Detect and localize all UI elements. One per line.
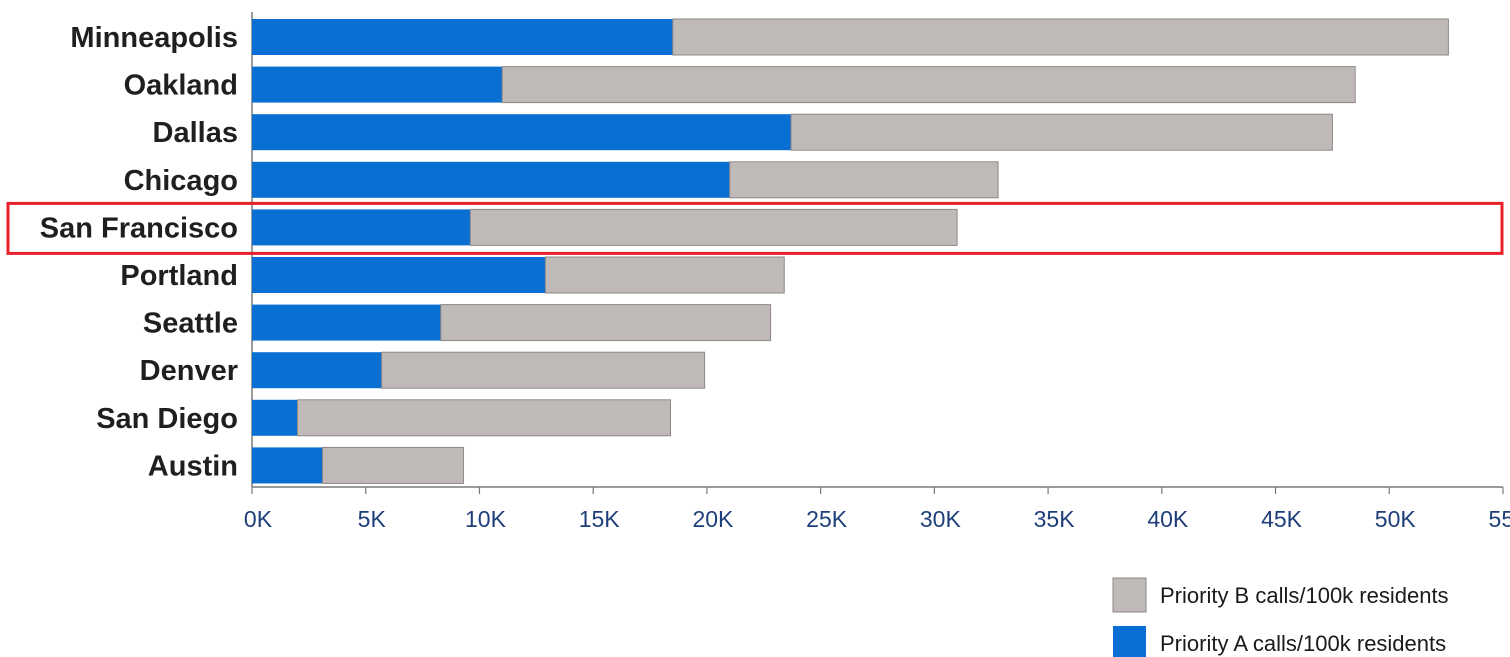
bar-denver-priority-a	[252, 352, 382, 389]
category-label-dallas: Dallas	[153, 117, 238, 149]
category-label-seattle: Seattle	[143, 308, 238, 340]
category-label-oakland: Oakland	[124, 70, 238, 102]
bar-dallas-priority-b	[790, 113, 1333, 151]
category-label-portland: Portland	[120, 260, 238, 292]
category-label-chicago: Chicago	[124, 165, 238, 197]
legend-swatch-priority-a	[1113, 626, 1146, 657]
x-tick-label: 40K	[1147, 506, 1189, 532]
bar-oakland-priority-b	[501, 66, 1356, 104]
x-tick-label: 5K	[358, 506, 387, 532]
x-tick-label: 10K	[465, 506, 507, 532]
bar-seattle-priority-b	[440, 304, 772, 342]
bar-san-diego-priority-b	[296, 399, 672, 437]
bar-minneapolis-priority-b	[672, 18, 1449, 56]
category-label-san-francisco: San Francisco	[40, 212, 238, 244]
x-tick-label: 30K	[920, 506, 962, 532]
bar-oakland-priority-a	[252, 66, 503, 103]
category-label-san-diego: San Diego	[96, 403, 238, 435]
category-labels: Minneapolis Oakland Dallas Chicago San Franc…	[40, 22, 238, 482]
x-tick-label: 15K	[579, 506, 621, 532]
bar-san-diego-priority-a	[252, 399, 298, 436]
highlight-box	[6, 201, 1504, 255]
x-tick-label: 20K	[692, 506, 734, 532]
x-tick-label: 35K	[1034, 506, 1076, 532]
x-tick-label: 0K	[244, 506, 273, 532]
category-label-austin: Austin	[148, 450, 238, 482]
bar-chicago-priority-b	[729, 161, 999, 199]
bar-denver-priority-b	[381, 351, 706, 389]
bar-austin-priority-a	[252, 447, 323, 484]
bar-san-francisco-priority-a	[252, 209, 471, 246]
legend-swatch-priority-b	[1112, 577, 1147, 613]
x-tick-label: 45K	[1261, 506, 1303, 532]
category-label-denver: Denver	[140, 355, 238, 387]
legend: Priority B calls/100k residents Priority …	[1112, 577, 1449, 657]
x-axis-ticks: 0K 5K 10K 15K 20K 25K 30K 35K 40K 45K 50K 55K	[244, 487, 1510, 532]
bar-portland-priority-a	[252, 257, 546, 293]
category-label-minneapolis: Minneapolis	[70, 22, 238, 54]
legend-label-priority-a: Priority A calls/100k residents	[1160, 631, 1446, 656]
bar-dallas-priority-a	[252, 114, 792, 151]
bar-san-francisco-priority-b	[469, 208, 958, 246]
bar-chicago-priority-a	[252, 161, 730, 198]
legend-label-priority-b: Priority B calls/100k residents	[1160, 583, 1449, 608]
x-tick-label: 25K	[806, 506, 848, 532]
x-tick-label: 50K	[1375, 506, 1417, 532]
x-tick-label: 55K	[1489, 506, 1510, 532]
bar-minneapolis-priority-a	[252, 19, 673, 55]
bar-austin-priority-b	[322, 446, 465, 484]
bars-group	[252, 18, 1449, 484]
bar-portland-priority-b	[544, 256, 785, 294]
bar-seattle-priority-a	[252, 304, 441, 341]
